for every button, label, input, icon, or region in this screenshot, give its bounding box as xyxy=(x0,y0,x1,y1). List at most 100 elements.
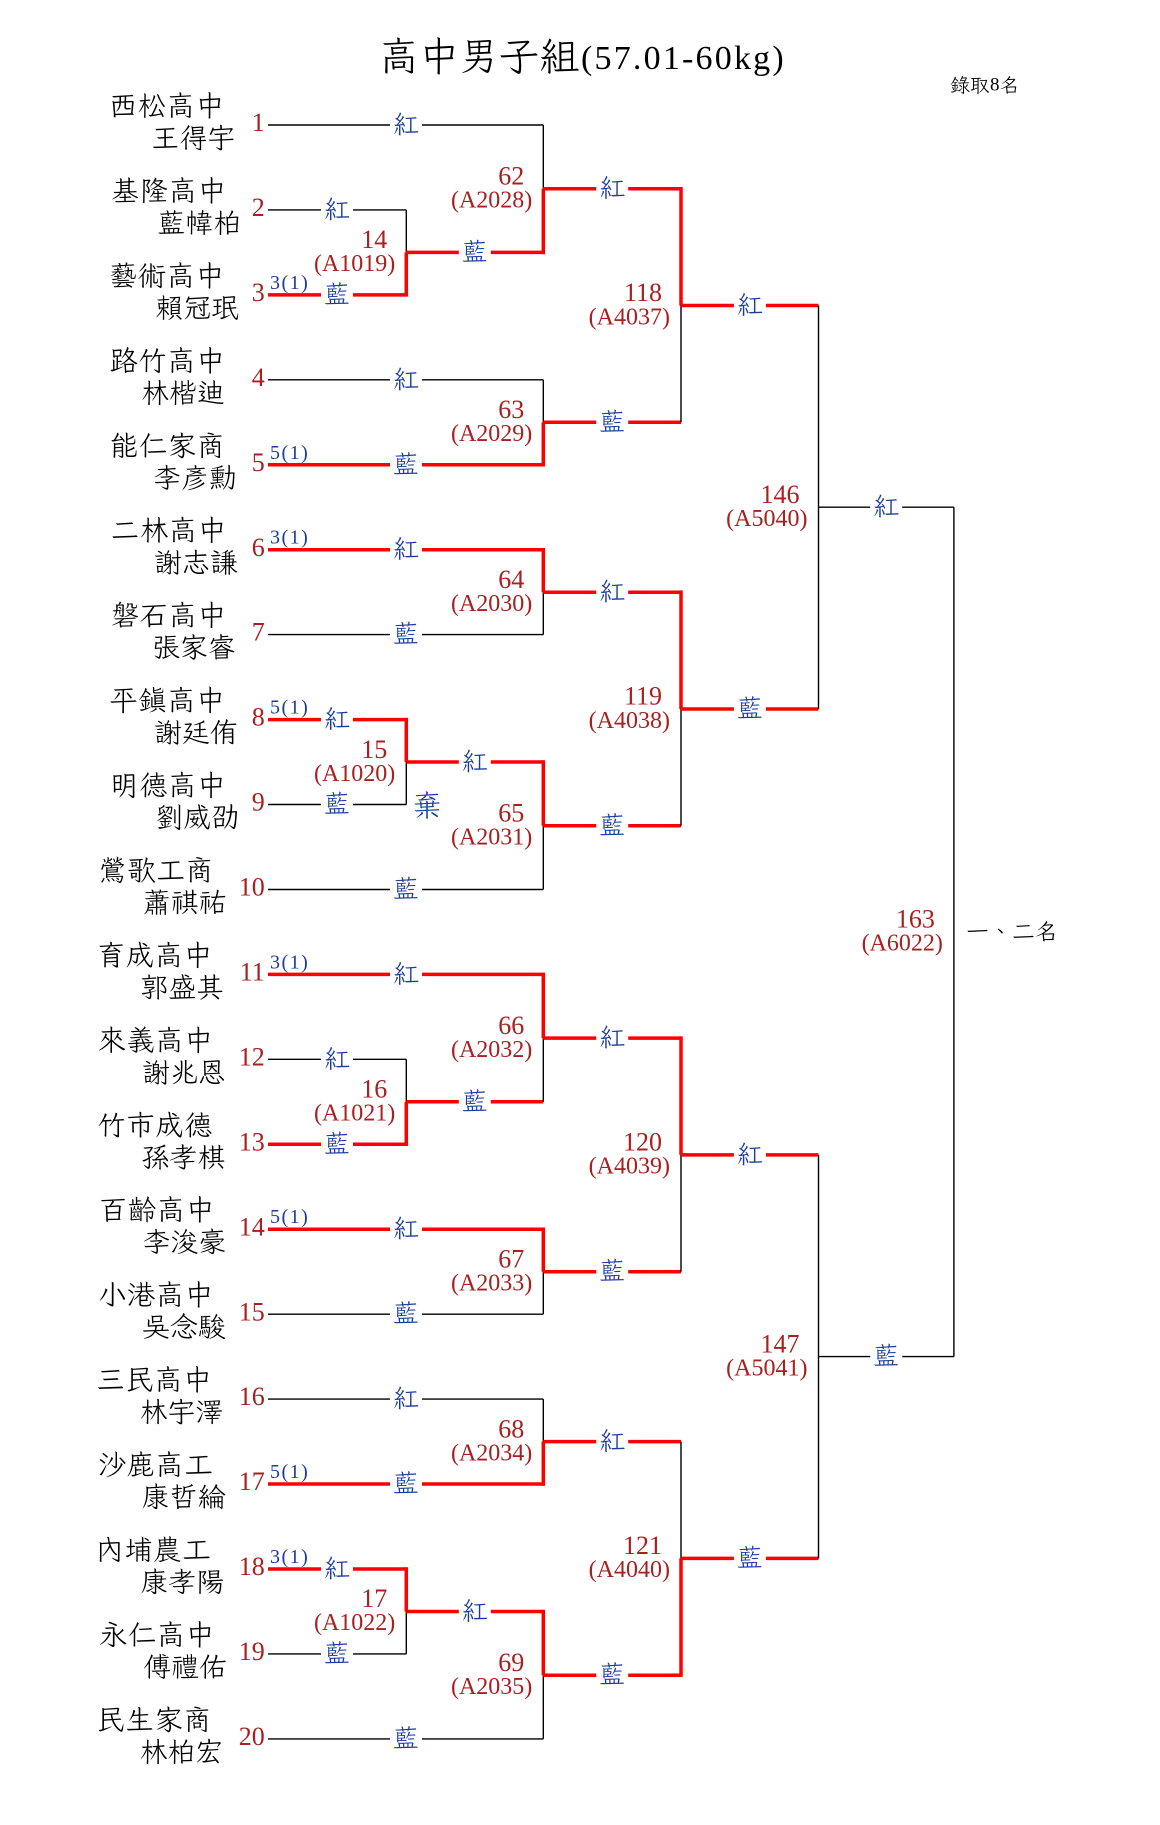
svg-text:藍: 藍 xyxy=(737,1540,763,1574)
svg-text:藍: 藍 xyxy=(599,404,625,438)
svg-text:錄取8名: 錄取8名 xyxy=(950,71,1020,98)
svg-text:15: 15 xyxy=(361,732,387,766)
svg-text:紅: 紅 xyxy=(599,574,625,608)
svg-text:9: 9 xyxy=(252,785,265,819)
svg-text:(A1019): (A1019) xyxy=(314,246,395,278)
svg-text:西松高中: 西松高中 xyxy=(109,88,225,125)
svg-text:藍: 藍 xyxy=(462,234,488,268)
svg-text:147: 147 xyxy=(761,1326,800,1360)
svg-text:孫孝棋: 孫孝棋 xyxy=(142,1138,226,1175)
svg-text:藍: 藍 xyxy=(393,617,419,651)
svg-text:(A1020): (A1020) xyxy=(314,756,395,788)
svg-text:紅: 紅 xyxy=(599,1424,625,1458)
svg-text:3(1): 3(1) xyxy=(270,523,309,550)
svg-text:藍: 藍 xyxy=(324,277,350,311)
svg-text:146: 146 xyxy=(761,477,800,511)
svg-text:紅: 紅 xyxy=(599,1020,625,1054)
svg-text:5(1): 5(1) xyxy=(270,1457,309,1484)
svg-text:藍: 藍 xyxy=(324,1126,350,1160)
svg-text:基隆高中: 基隆高中 xyxy=(111,172,227,209)
svg-text:王得宇: 王得宇 xyxy=(151,119,235,156)
svg-text:藍: 藍 xyxy=(599,808,625,842)
svg-text:(A2030): (A2030) xyxy=(451,586,532,618)
svg-text:3(1): 3(1) xyxy=(270,268,309,295)
svg-text:13: 13 xyxy=(239,1124,265,1158)
svg-text:百齡高中: 百齡高中 xyxy=(99,1192,215,1229)
svg-text:(A6022): (A6022) xyxy=(862,926,943,958)
svg-text:5(1): 5(1) xyxy=(270,693,309,720)
svg-text:平鎮高中: 平鎮高中 xyxy=(109,682,225,719)
svg-text:14: 14 xyxy=(361,222,387,256)
svg-text:二林高中: 二林高中 xyxy=(111,512,227,549)
svg-text:三民高中: 三民高中 xyxy=(96,1362,212,1399)
svg-text:能仁家商: 能仁家商 xyxy=(110,427,226,464)
svg-text:蕭祺祐: 蕭祺祐 xyxy=(142,883,226,920)
svg-text:紅: 紅 xyxy=(393,1211,419,1245)
svg-text:10: 10 xyxy=(239,870,265,904)
svg-text:6: 6 xyxy=(252,530,265,564)
svg-text:120: 120 xyxy=(623,1125,662,1159)
svg-text:張家睿: 張家睿 xyxy=(152,628,236,665)
svg-text:67: 67 xyxy=(498,1241,524,1275)
svg-text:明德高中: 明德高中 xyxy=(110,767,226,804)
svg-text:(A4038): (A4038) xyxy=(589,703,670,735)
svg-text:永仁高中: 永仁高中 xyxy=(99,1616,215,1653)
svg-text:紅: 紅 xyxy=(324,192,350,226)
svg-text:15: 15 xyxy=(239,1294,265,1328)
svg-text:68: 68 xyxy=(498,1411,524,1445)
svg-text:(A2032): (A2032) xyxy=(451,1032,532,1064)
svg-text:(A2034): (A2034) xyxy=(451,1435,532,1467)
svg-text:高中男子組: 高中男子組 xyxy=(379,30,579,82)
svg-text:紅: 紅 xyxy=(393,956,419,990)
svg-text:紅: 紅 xyxy=(393,107,419,141)
svg-text:(57.01-60kg): (57.01-60kg) xyxy=(581,34,786,79)
svg-text:鶯歌工商: 鶯歌工商 xyxy=(98,852,214,889)
svg-text:棄: 棄 xyxy=(412,785,442,825)
svg-text:18: 18 xyxy=(239,1549,265,1583)
svg-text:16: 16 xyxy=(239,1379,265,1413)
svg-text:14: 14 xyxy=(239,1209,265,1243)
svg-text:磐石高中: 磐石高中 xyxy=(111,597,227,634)
svg-text:藝術高中: 藝術高中 xyxy=(109,257,225,294)
svg-text:3(1): 3(1) xyxy=(270,1542,309,1569)
svg-text:竹市成德: 竹市成德 xyxy=(97,1107,213,1144)
svg-text:20: 20 xyxy=(239,1719,265,1753)
svg-text:5(1): 5(1) xyxy=(270,438,309,465)
svg-text:林柏宏: 林柏宏 xyxy=(139,1732,223,1769)
svg-text:紅: 紅 xyxy=(462,1594,488,1628)
svg-text:李彥勳: 李彥勳 xyxy=(153,458,237,495)
svg-text:17: 17 xyxy=(361,1581,387,1615)
svg-text:紅: 紅 xyxy=(393,532,419,566)
svg-text:沙鹿高工: 沙鹿高工 xyxy=(98,1447,214,1484)
svg-text:紅: 紅 xyxy=(324,1041,350,1075)
svg-text:劉威劭: 劉威劭 xyxy=(155,798,239,835)
svg-text:5(1): 5(1) xyxy=(270,1202,309,1229)
svg-text:5: 5 xyxy=(252,445,265,479)
svg-text:康哲綸: 康哲綸 xyxy=(142,1478,226,1515)
svg-text:謝廷侑: 謝廷侑 xyxy=(154,713,238,750)
svg-text:藍: 藍 xyxy=(599,1657,625,1691)
svg-text:65: 65 xyxy=(498,796,524,830)
svg-text:謝兆恩: 謝兆恩 xyxy=(142,1053,226,1090)
svg-text:11: 11 xyxy=(240,955,265,989)
svg-text:藍: 藍 xyxy=(462,1084,488,1118)
svg-text:來義高中: 來義高中 xyxy=(98,1022,214,1059)
svg-text:(A2035): (A2035) xyxy=(451,1669,532,1701)
svg-text:路竹高中: 路竹高中 xyxy=(109,342,225,379)
svg-text:藍: 藍 xyxy=(737,691,763,725)
svg-text:紅: 紅 xyxy=(737,1137,763,1171)
svg-text:66: 66 xyxy=(498,1008,524,1042)
svg-text:康孝陽: 康孝陽 xyxy=(140,1563,224,1600)
svg-text:紅: 紅 xyxy=(324,702,350,736)
svg-text:(A5041): (A5041) xyxy=(726,1350,807,1382)
svg-text:121: 121 xyxy=(623,1528,662,1562)
svg-text:賴冠珉: 賴冠珉 xyxy=(155,288,239,325)
svg-text:育成高中: 育成高中 xyxy=(97,937,213,974)
svg-text:8: 8 xyxy=(252,700,265,734)
svg-text:1: 1 xyxy=(252,105,265,139)
svg-text:內埔農工: 內埔農工 xyxy=(96,1532,212,1569)
svg-text:(A4039): (A4039) xyxy=(589,1149,670,1181)
svg-text:紅: 紅 xyxy=(393,1381,419,1415)
svg-text:3: 3 xyxy=(252,275,265,309)
svg-text:紅: 紅 xyxy=(873,489,899,523)
